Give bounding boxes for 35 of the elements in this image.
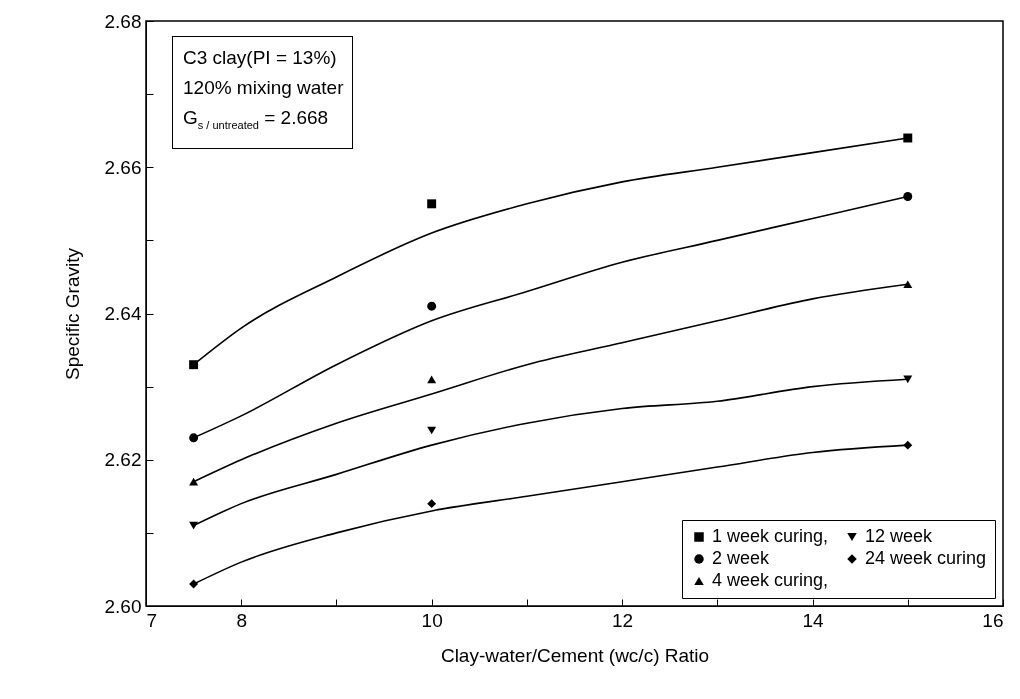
x-tick-label: 10 [421, 609, 443, 631]
annotation: G$_{s / untreated}$ = 2.668 [183, 106, 330, 133]
y-tick-label: 2.62 [104, 449, 142, 471]
point [903, 440, 913, 450]
point [427, 499, 437, 509]
point [427, 301, 437, 311]
point [903, 133, 913, 143]
legend-label: 4 week curing, [712, 570, 829, 590]
point [427, 375, 437, 384]
legend-label: 12 week [865, 526, 934, 546]
y-axis-title: Specific Gravity [61, 247, 83, 380]
y-tick-label: 2.68 [104, 10, 142, 32]
annotation: C3 clay(PI = 13%) [183, 46, 338, 70]
legend-label: 24 week curing [865, 548, 987, 568]
point [903, 375, 913, 384]
legend-label: 1 week curing, [712, 526, 829, 546]
x-tick-label: 8 [236, 609, 248, 631]
point [189, 521, 199, 530]
y-tick-label: 2.66 [104, 156, 142, 178]
y-tick-label: 2.60 [104, 595, 142, 617]
x-axis-title: Clay-water/Cement (wc/c) Ratio [440, 644, 710, 666]
annotation: 120% mixing water [183, 76, 344, 100]
point [189, 433, 199, 443]
x-tick-label: 14 [802, 609, 825, 631]
x-tick-label: 7 [146, 609, 158, 631]
point [903, 192, 913, 201]
y-tick-label: 2.64 [104, 303, 142, 324]
point [189, 579, 199, 589]
legend-label: 2 week [712, 548, 771, 568]
point [189, 477, 199, 486]
x-tick-label: 12 [612, 609, 634, 631]
point [903, 280, 913, 289]
x-tick-label: 16 [982, 609, 1004, 631]
point [189, 360, 199, 370]
point [427, 199, 437, 209]
